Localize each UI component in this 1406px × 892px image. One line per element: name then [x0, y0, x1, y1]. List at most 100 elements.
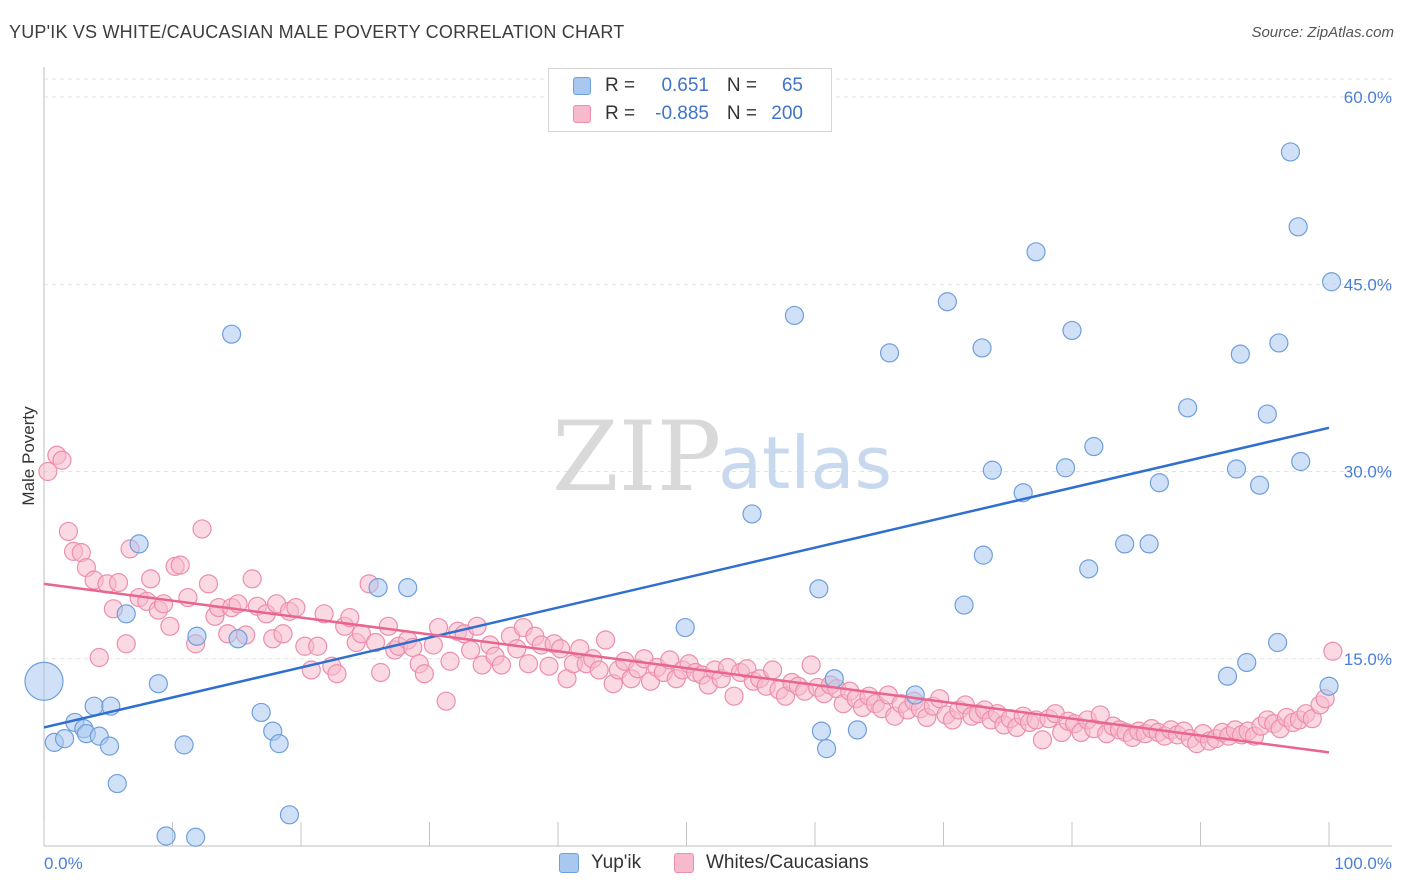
x-tick-label: 100.0% — [1334, 854, 1392, 873]
legend-n-label: N = — [726, 103, 757, 124]
data-point — [1055, 458, 1076, 478]
data-point — [1321, 272, 1342, 292]
data-point — [54, 729, 75, 749]
data-point — [742, 504, 762, 524]
data-point — [160, 616, 180, 636]
data-point — [507, 639, 527, 659]
data-point — [982, 460, 1002, 480]
data-point — [1280, 142, 1301, 162]
data-point — [550, 639, 571, 659]
data-point — [1250, 475, 1270, 495]
data-point — [1090, 705, 1110, 725]
series-whites-caucasians — [38, 445, 1343, 754]
data-point — [340, 607, 360, 628]
data-point — [187, 626, 207, 646]
data-point — [724, 686, 744, 706]
data-point — [930, 689, 950, 709]
data-point — [269, 734, 289, 754]
y-tick-label: 60.0% — [1344, 88, 1392, 107]
data-point — [24, 661, 64, 701]
data-point — [192, 519, 212, 539]
data-point — [378, 616, 398, 636]
data-point — [1257, 404, 1277, 424]
watermark-zip: ZIP — [552, 401, 721, 513]
data-point — [595, 630, 616, 650]
data-point — [847, 720, 868, 740]
source-label: Source: ZipAtlas.com — [1251, 24, 1394, 41]
data-point — [1139, 534, 1159, 554]
data-point — [1267, 632, 1288, 653]
data-point — [314, 604, 334, 624]
data-point — [222, 324, 242, 344]
data-point — [198, 574, 219, 594]
data-point — [156, 826, 176, 846]
data-point — [784, 305, 805, 326]
data-point — [809, 579, 829, 599]
trendline-whites — [43, 582, 1330, 754]
data-point — [58, 521, 79, 542]
data-point — [116, 634, 136, 654]
data-point — [816, 739, 837, 759]
data-point — [1149, 473, 1169, 493]
data-point — [1226, 459, 1247, 479]
legend-n-label: N = — [726, 75, 757, 96]
legend-r-value: 0.651 — [661, 75, 709, 96]
series-yupik — [24, 142, 1342, 847]
y-tick-label: 45.0% — [1344, 275, 1392, 294]
data-point — [518, 654, 539, 674]
legend-row-whites: R = -0.885 N = 200 — [573, 101, 803, 127]
legend-r-value: -0.885 — [655, 103, 709, 124]
data-point — [1026, 242, 1046, 262]
legend-swatch-yupik — [573, 77, 591, 95]
data-point — [38, 461, 58, 482]
data-point — [905, 685, 925, 705]
data-point — [228, 629, 248, 649]
data-point — [1230, 344, 1250, 364]
data-point — [1319, 676, 1339, 696]
data-point — [879, 343, 900, 363]
axes — [43, 67, 1392, 847]
data-point — [84, 696, 104, 716]
bottom-legend-swatch-whites — [674, 853, 694, 873]
data-point — [251, 702, 271, 723]
data-point — [675, 617, 695, 638]
data-point — [461, 640, 481, 660]
data-point — [1115, 534, 1135, 554]
data-point — [972, 338, 992, 358]
data-point — [973, 545, 993, 565]
data-point — [824, 669, 844, 689]
data-point — [116, 604, 136, 624]
data-point — [1323, 641, 1343, 661]
chart-title: YUP'IK VS WHITE/CAUCASIAN MALE POVERTY C… — [9, 22, 625, 42]
y-axis-label: Male Poverty — [19, 406, 38, 506]
legend-row-yupik: R = 0.651 N = 65 — [573, 73, 803, 99]
data-point — [327, 664, 347, 684]
data-point — [279, 805, 300, 825]
data-point — [1079, 559, 1099, 579]
watermark: ZIP atlas — [552, 401, 892, 513]
data-point — [937, 292, 957, 312]
data-point — [440, 651, 460, 671]
data-point — [174, 735, 194, 755]
data-point — [365, 632, 386, 653]
data-point — [414, 664, 434, 684]
bottom-legend-label-yupik: Yup'ik — [591, 852, 642, 873]
data-point — [107, 773, 127, 794]
data-point — [1269, 333, 1289, 353]
legend-swatch-whites — [573, 105, 591, 123]
data-point — [273, 624, 293, 644]
data-point — [52, 450, 72, 470]
data-point — [148, 674, 168, 694]
data-point — [491, 655, 512, 675]
data-point — [801, 655, 821, 675]
data-point — [762, 660, 783, 680]
bottom-legend: Yup'ik Whites/Caucasians — [0, 852, 1406, 878]
legend-n-value: 200 — [771, 103, 803, 124]
tick-labels: 15.0% 30.0% 45.0% 60.0% 0.0% 100.0% — [44, 88, 1392, 873]
data-point — [89, 647, 109, 668]
bottom-legend-whites: Whites/Caucasians — [674, 852, 869, 874]
legend: R = 0.651 N = 65 R = -0.885 N = 200 — [548, 68, 832, 132]
data-point — [108, 573, 129, 593]
data-point — [1237, 652, 1257, 673]
data-point — [170, 555, 190, 575]
